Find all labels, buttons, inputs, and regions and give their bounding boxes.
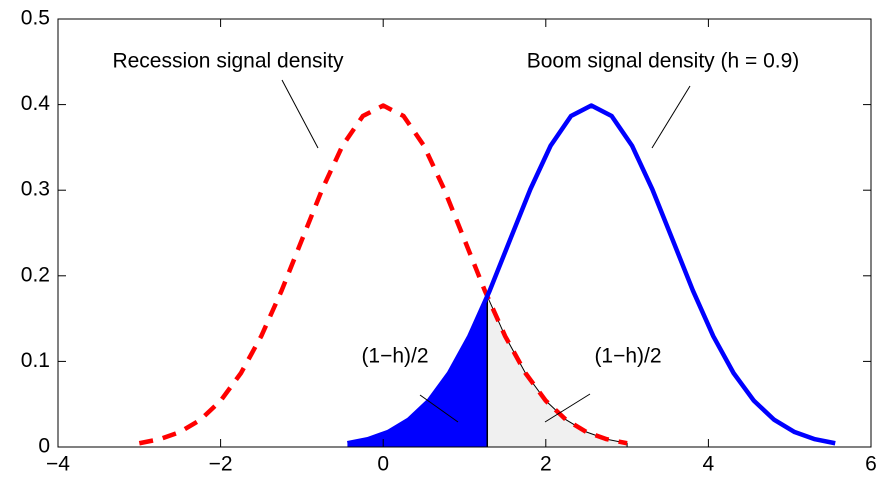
annotation-leader — [544, 393, 591, 423]
y-tick-label: 0.4 — [21, 92, 51, 115]
x-tick-label: −2 — [209, 453, 233, 476]
y-tick-label: 0.2 — [21, 263, 50, 286]
annotation: (1−h)/2 — [594, 345, 661, 368]
density-curve — [138, 103, 628, 446]
density-curve — [346, 103, 836, 446]
annotation: Recession signal density — [112, 50, 344, 73]
x-tick-label: 0 — [377, 453, 389, 476]
annotation-leader — [281, 79, 319, 149]
y-tick-label: 0 — [38, 435, 50, 458]
y-tick-label: 0.5 — [21, 7, 50, 30]
shaded-area — [347, 296, 488, 447]
x-tick-label: 4 — [703, 453, 715, 476]
x-tick-label: 6 — [865, 453, 877, 476]
y-tick-label: 0.3 — [21, 178, 50, 201]
x-tick-label: 2 — [540, 453, 552, 476]
plot-frame — [57, 18, 872, 448]
annotation: (1−h)/2 — [361, 345, 428, 368]
x-tick-label: −4 — [46, 453, 70, 476]
shaded-area — [487, 294, 628, 448]
y-tick-label: 0.1 — [21, 349, 50, 372]
annotation-leader — [419, 394, 459, 423]
annotation-leader — [651, 85, 691, 149]
annotation: Boom signal density (h = 0.9) — [527, 50, 800, 73]
